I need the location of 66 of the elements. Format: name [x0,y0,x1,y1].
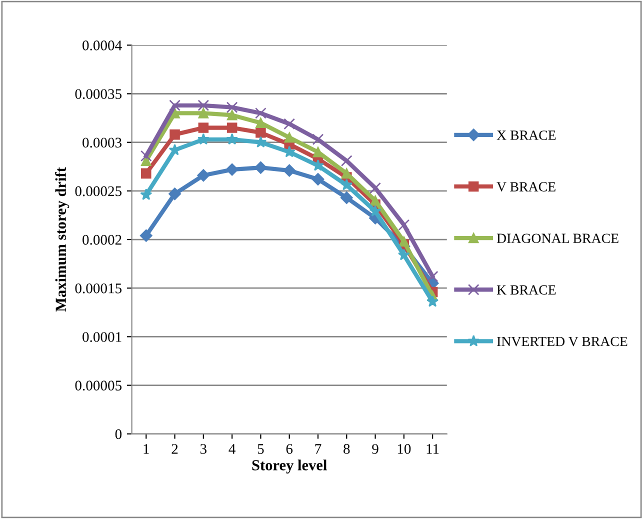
point [198,100,210,112]
point [284,132,294,143]
x-tick-label: 8 [344,444,350,454]
point [283,164,296,177]
y-tick-label: 0 [115,429,122,440]
point [226,110,238,120]
point [398,219,410,231]
legend-label: INVERTED V BRACE [497,336,628,346]
point [370,182,381,194]
point [198,122,209,133]
point [340,155,352,166]
x-tick-label: 4 [228,444,236,454]
y-tick-label: 0.0003 [82,138,122,148]
point [169,100,180,112]
point [140,188,152,200]
point [284,118,296,130]
point [226,102,238,114]
y-tick-label: 0.00005 [75,380,122,391]
legend-label: K BRACE [496,285,556,295]
point [226,122,238,133]
point [340,192,353,204]
point [226,133,238,145]
point [168,188,181,200]
point [369,205,382,217]
point [140,150,152,162]
point [370,196,380,206]
legend-label: V BRACE [496,182,556,192]
point [140,168,152,179]
point [312,173,324,186]
x-axis-title: Storey level [252,460,327,474]
legend-label: X BRACE [496,130,556,140]
x-tick-label: 3 [200,444,206,454]
x-tick-label: 9 [372,444,378,454]
x-tick-label: 10 [398,444,411,454]
point [197,133,210,145]
y-tick-label: 0.00015 [75,283,122,294]
point [140,229,152,242]
x-tick-label: 1 [144,444,149,454]
x-tick-label: 5 [258,444,264,454]
point [398,236,410,247]
point [340,178,353,190]
y-tick-label: 0.00025 [75,186,122,196]
point [398,248,410,260]
legend-label: DIAGONAL BRACE [496,234,618,244]
x-tick-label: 2 [172,444,178,454]
point [312,134,324,146]
x-tick-label: 6 [286,444,293,454]
point [226,163,238,176]
point [255,107,266,119]
point [426,295,439,307]
x-tick-label: 7 [315,444,322,454]
x-tick-label: 11 [426,444,439,454]
point [170,129,180,140]
point [256,127,266,138]
point [198,108,209,118]
y-tick-label: 0.0002 [82,234,122,245]
y-tick-label: 0.00035 [75,89,122,100]
y-tick-label: 0.0001 [82,332,122,342]
y-tick-label: 0.0004 [82,40,122,50]
point [197,169,210,182]
point [256,118,266,128]
point [254,136,267,148]
point [426,270,438,282]
point [254,161,267,174]
point [312,146,324,158]
y-axis-title: Maximum storey drift [55,167,70,312]
